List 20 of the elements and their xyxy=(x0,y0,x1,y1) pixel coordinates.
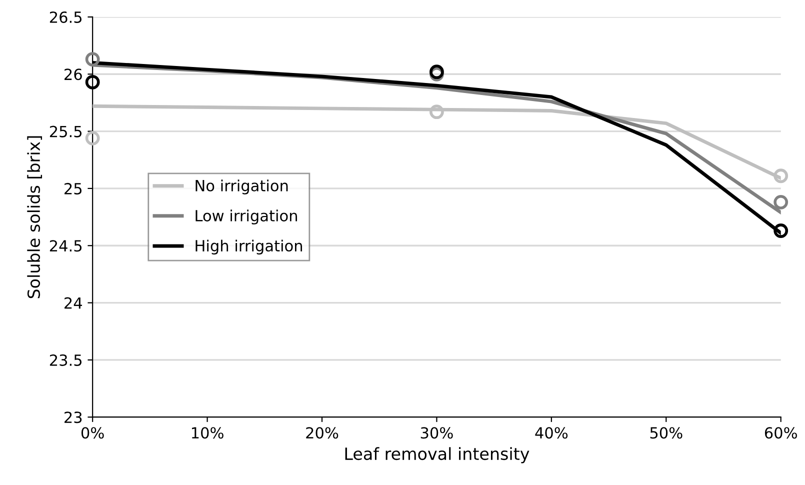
y-tick-label: 24.5 xyxy=(50,240,82,252)
y-tick-label: 25 xyxy=(64,182,82,194)
y-tick-label: 24 xyxy=(64,297,82,309)
x-tick-label: 0% xyxy=(81,427,104,439)
y-tick-label: 23 xyxy=(64,412,82,424)
x-tick-label: 40% xyxy=(535,427,568,439)
y-axis-title: Soluble solids [brix] xyxy=(27,136,42,298)
legend-label: High irrigation xyxy=(196,240,302,254)
y-tick-label: 26.5 xyxy=(50,11,82,23)
x-tick-label: 50% xyxy=(650,427,682,439)
x-axis-title: Leaf removal intensity xyxy=(345,447,530,464)
x-tick-label: 10% xyxy=(192,427,224,439)
y-tick-label: 26 xyxy=(64,68,82,80)
legend-label: Low irrigation xyxy=(196,210,297,224)
x-tick-label: 60% xyxy=(764,427,797,439)
y-tick-label: 25.5 xyxy=(50,126,82,138)
y-tick-label: 23.5 xyxy=(50,354,82,366)
x-tick-label: 30% xyxy=(420,427,453,439)
x-tick-label: 20% xyxy=(306,427,338,439)
legend-label: No irrigation xyxy=(196,180,288,194)
